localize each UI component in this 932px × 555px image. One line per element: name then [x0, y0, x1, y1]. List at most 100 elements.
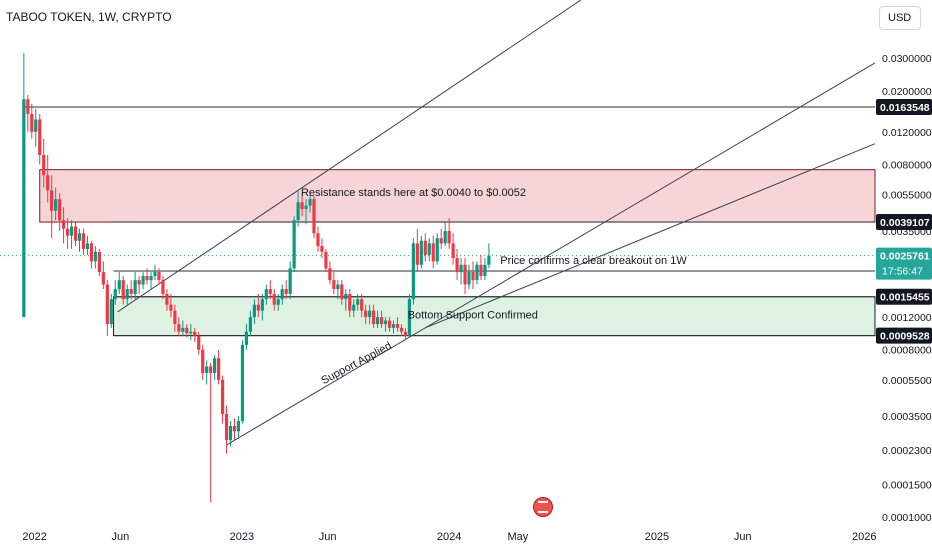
candle-body [288, 268, 292, 294]
candle-body [447, 230, 451, 244]
levels-layer [0, 106, 875, 337]
candle-body [165, 293, 169, 305]
candle-body [248, 317, 253, 332]
candle-body [89, 243, 94, 262]
candle-body [415, 243, 419, 265]
time-axis: 2022 Jun 2023 Jun 2024 May 2025 Jun 2026 [22, 531, 876, 543]
candle-body [58, 199, 62, 221]
candle-body [423, 240, 427, 255]
candle-body [471, 272, 475, 281]
candle-body [455, 258, 459, 273]
candle-body [443, 230, 447, 244]
price-axis: 0.0300000 0.0200000 0.0120000 0.0080000 0.00… [876, 0, 932, 550]
candle-body [372, 310, 376, 325]
candle-body [340, 284, 344, 300]
y-tick-label: 0.0001500 [882, 479, 932, 491]
candle-body [256, 304, 260, 311]
candle-body [38, 119, 42, 156]
candle-body [54, 199, 58, 211]
y-tick-label: 0.0200000 [882, 86, 932, 98]
chart-title: TABOO TOKEN, 1W, CRYPTO [6, 10, 172, 24]
candle-body [125, 289, 129, 300]
candle-body [181, 327, 185, 332]
y-tick-label: 0.0080000 [882, 159, 932, 171]
candle-body [304, 205, 308, 209]
x-tick-label: Jun [112, 531, 130, 543]
candle-body [213, 358, 217, 373]
candle-body [224, 413, 229, 441]
candle-body [101, 272, 105, 285]
candle-body [368, 310, 372, 318]
candle-body [296, 202, 300, 221]
candle-body [308, 199, 312, 206]
candle-body [197, 335, 201, 350]
candle-body [300, 202, 304, 209]
candle-body [189, 331, 193, 334]
channel-lines-layer [117, 0, 876, 446]
candle-body [81, 233, 86, 249]
candle-body [30, 113, 34, 132]
candle-body [328, 268, 332, 281]
y-tick-label: 0.0001000 [882, 512, 932, 524]
x-tick-label: 2026 [852, 531, 876, 543]
candle-body [479, 264, 483, 276]
candle-body [97, 251, 101, 273]
candle-body [65, 228, 70, 236]
y-tick-label: 0.0012000 [882, 312, 932, 324]
candle-body [332, 280, 336, 290]
level-tag-3-bg [876, 288, 932, 305]
annotation-1: Price confirms a clear breakout on 1W [500, 255, 687, 267]
candle-body [475, 264, 479, 281]
candle-body [383, 320, 388, 325]
candle-body [217, 358, 221, 380]
y-tick-label: 0.0003500 [882, 411, 932, 423]
candle-body [149, 276, 153, 281]
currency-selector[interactable]: USD [879, 6, 921, 30]
candle-body [399, 327, 404, 332]
candle-body [34, 119, 38, 132]
x-tick-label: 2022 [22, 531, 46, 543]
candle-body [109, 299, 113, 325]
level-tag-0-bg [876, 98, 932, 115]
candle-body [228, 425, 233, 441]
candle-body [113, 289, 117, 300]
x-tick-label: May [507, 531, 528, 543]
y-tick-label: 0.0120000 [882, 127, 932, 139]
level-tag-1: 0.0039107 [880, 217, 930, 229]
candle-body [292, 220, 296, 269]
candle-body [316, 233, 320, 247]
candle-body [264, 289, 268, 300]
candle-body [105, 284, 109, 325]
candle-body [117, 280, 121, 290]
candle-body [46, 175, 50, 191]
candle-body [487, 255, 491, 265]
y-tick-label: 0.0005500 [882, 375, 932, 387]
candle-body [77, 233, 82, 241]
candle-body [260, 299, 264, 311]
candle-body [459, 264, 463, 273]
candle-body [324, 251, 328, 269]
candle-body [356, 299, 360, 305]
candle-body [280, 289, 284, 300]
level-tag-4-bg [876, 327, 932, 344]
candle-body [73, 226, 78, 241]
candle-body [240, 344, 245, 421]
candle-body [69, 226, 74, 236]
candle-body [411, 243, 415, 300]
annotation-2: Bottom Support Confirmed [408, 309, 538, 321]
candle-body [129, 289, 133, 294]
candle-body [169, 304, 173, 311]
exchange-logo-icon[interactable] [533, 497, 553, 517]
candle-body [419, 240, 423, 265]
candle-body [137, 280, 141, 285]
candle-body [22, 99, 26, 318]
candle-body [93, 251, 97, 262]
candle-body [177, 324, 181, 332]
candle-body [161, 280, 165, 294]
candle-body [141, 276, 145, 285]
candle-body [387, 320, 392, 328]
candle-body [391, 324, 396, 328]
candle-body [193, 331, 197, 336]
